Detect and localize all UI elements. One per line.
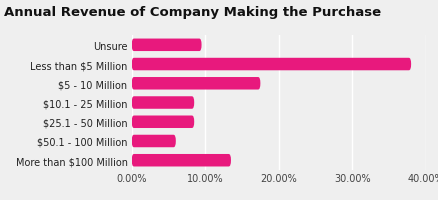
FancyBboxPatch shape [131, 78, 260, 90]
FancyBboxPatch shape [131, 135, 175, 148]
FancyBboxPatch shape [131, 154, 230, 167]
FancyBboxPatch shape [131, 97, 194, 109]
FancyBboxPatch shape [131, 39, 201, 52]
FancyBboxPatch shape [131, 58, 410, 71]
FancyBboxPatch shape [131, 116, 194, 128]
Text: Annual Revenue of Company Making the Purchase: Annual Revenue of Company Making the Pur… [4, 6, 381, 19]
